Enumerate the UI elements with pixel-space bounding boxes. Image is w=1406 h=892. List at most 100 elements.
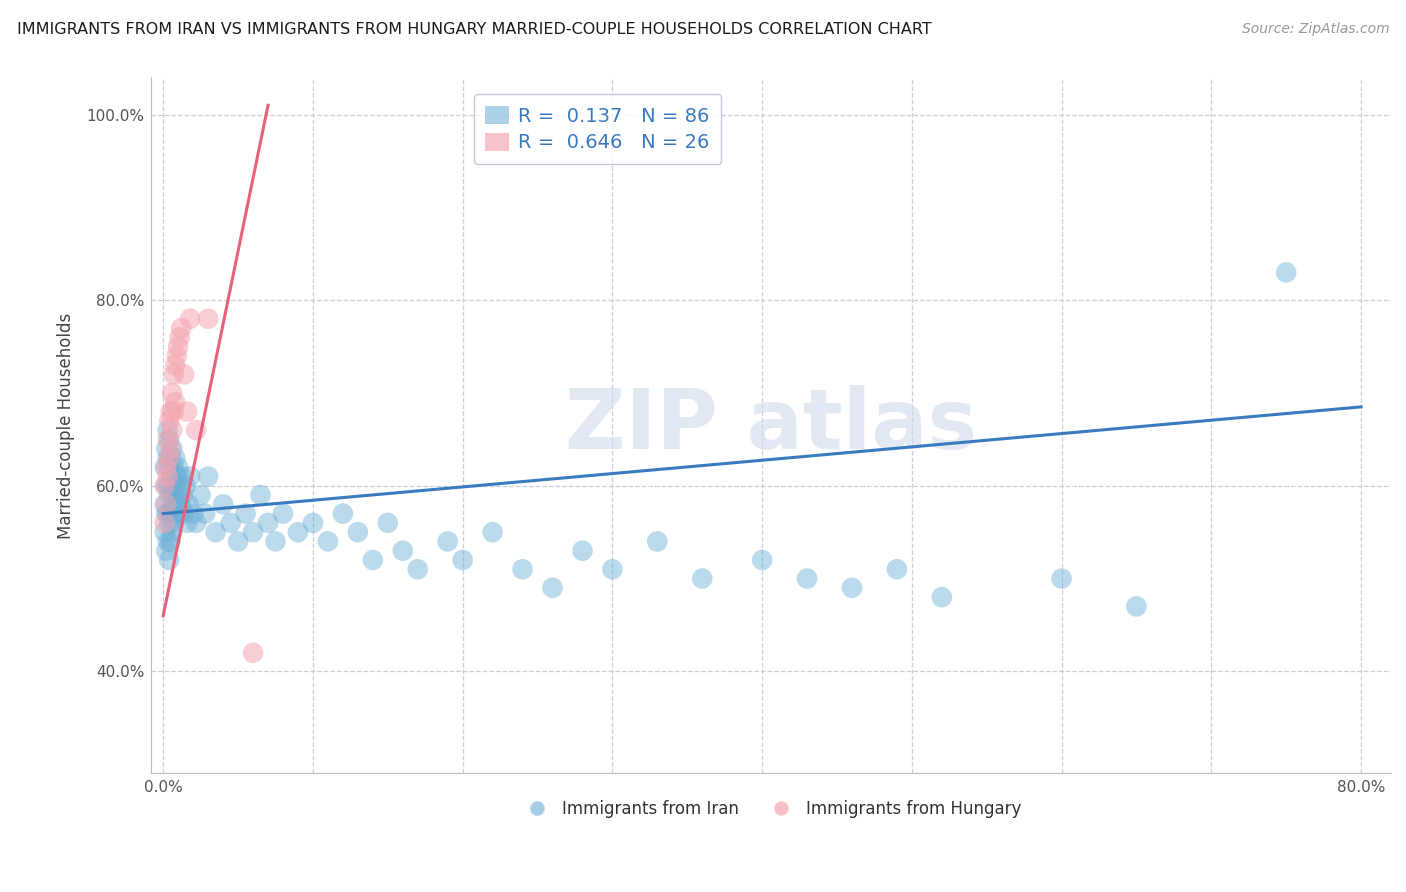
Point (165, 450, 187, 465)
Point (156, 507, 179, 521)
Point (167, 488, 190, 502)
Point (931, 590, 953, 604)
Point (190, 488, 212, 502)
Point (602, 562, 624, 576)
Point (159, 404, 181, 418)
Point (157, 460, 180, 475)
Point (165, 507, 187, 521)
Point (160, 423, 183, 437)
Point (541, 581, 564, 595)
Point (377, 516, 399, 530)
Point (156, 534, 179, 549)
Point (796, 572, 818, 586)
Point (163, 488, 186, 502)
Point (172, 488, 194, 502)
Point (257, 516, 280, 530)
Point (391, 543, 413, 558)
Text: ZIP atlas: ZIP atlas (565, 385, 977, 466)
Point (163, 460, 186, 475)
Point (170, 497, 193, 511)
Point (157, 433, 180, 447)
Point (332, 507, 354, 521)
Point (841, 581, 863, 595)
Point (159, 450, 181, 465)
Point (153, 497, 176, 511)
Point (235, 507, 257, 521)
Point (157, 414, 180, 428)
Point (160, 497, 183, 511)
Point (751, 553, 773, 567)
Point (287, 525, 309, 540)
Point (153, 479, 176, 493)
Point (166, 469, 188, 483)
Point (156, 479, 179, 493)
Point (157, 516, 180, 530)
Point (179, 311, 201, 326)
Point (165, 358, 187, 372)
Point (159, 507, 181, 521)
Point (156, 469, 179, 483)
Point (160, 469, 183, 483)
Point (160, 442, 183, 456)
Point (194, 507, 217, 521)
Point (242, 525, 264, 540)
Point (242, 646, 264, 660)
Point (170, 469, 193, 483)
Point (347, 525, 370, 540)
Point (204, 525, 226, 540)
Point (1050, 572, 1073, 586)
Point (173, 368, 195, 382)
Point (436, 534, 458, 549)
Point (166, 349, 188, 363)
Point (647, 534, 669, 549)
Point (167, 460, 190, 475)
Point (169, 479, 191, 493)
Point (157, 488, 180, 502)
Point (165, 395, 187, 409)
Point (186, 516, 208, 530)
Point (155, 507, 177, 521)
Point (153, 516, 176, 530)
Point (163, 404, 186, 418)
Point (155, 497, 177, 511)
Point (186, 423, 208, 437)
Point (271, 507, 294, 521)
Point (156, 433, 179, 447)
Point (451, 553, 474, 567)
Point (167, 340, 190, 354)
Point (481, 525, 503, 540)
Point (302, 516, 325, 530)
Point (156, 423, 179, 437)
Point (155, 442, 177, 456)
Point (166, 497, 188, 511)
Point (159, 479, 181, 493)
Point (155, 479, 177, 493)
Point (264, 534, 287, 549)
Point (406, 562, 429, 576)
Point (197, 311, 219, 326)
Point (177, 497, 200, 511)
Point (249, 488, 271, 502)
Point (176, 516, 198, 530)
Legend: Immigrants from Iran, Immigrants from Hungary: Immigrants from Iran, Immigrants from Hu… (515, 793, 1028, 824)
Point (165, 479, 187, 493)
Point (226, 534, 249, 549)
Point (159, 534, 181, 549)
Point (512, 562, 534, 576)
Point (169, 507, 191, 521)
Point (176, 404, 198, 418)
Point (1275, 265, 1298, 279)
Point (155, 460, 177, 475)
Point (153, 525, 176, 540)
Y-axis label: Married-couple Households: Married-couple Households (58, 312, 75, 539)
Point (361, 553, 384, 567)
Point (170, 321, 193, 335)
Point (219, 516, 242, 530)
Point (169, 330, 191, 344)
Point (156, 450, 179, 465)
Point (160, 525, 183, 540)
Point (160, 386, 183, 401)
Point (690, 572, 713, 586)
Point (163, 516, 186, 530)
Point (886, 562, 908, 576)
